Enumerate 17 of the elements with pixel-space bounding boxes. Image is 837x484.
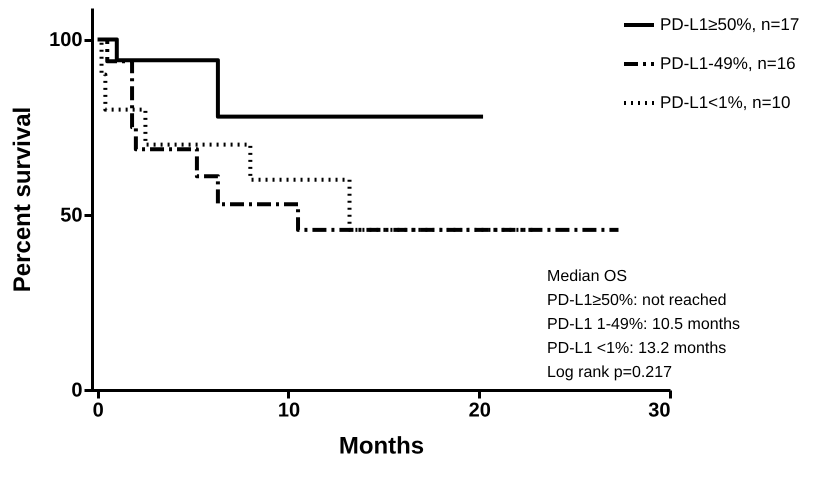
y-tick-label: 100 xyxy=(49,29,82,52)
y-tick-label: 0 xyxy=(71,380,82,402)
y-axis-title: Percent survival xyxy=(9,106,36,292)
legend-label: PD-L1-49%, n=16 xyxy=(660,54,796,73)
legend-label: PD-L1≥50%, n=17 xyxy=(660,15,800,34)
x-tick-label: 0 xyxy=(92,400,104,422)
x-axis-title: Months xyxy=(338,432,424,460)
annotation: Log rank p=0.217 xyxy=(547,364,672,381)
annotation: PD-L1 <1%: 13.2 months xyxy=(547,340,726,357)
legend-label: PD-L1<1%, n=10 xyxy=(660,93,790,112)
annotation: PD-L1 1-49%: 10.5 months xyxy=(547,316,740,333)
x-tick-label: 30 xyxy=(648,400,670,422)
y-tick-label: 50 xyxy=(60,204,82,226)
x-tick-label: 10 xyxy=(278,400,300,422)
annotation: PD-L1≥50%: not reached xyxy=(547,292,727,309)
x-tick-label: 20 xyxy=(468,400,491,422)
annotation: Median OS xyxy=(547,268,628,285)
